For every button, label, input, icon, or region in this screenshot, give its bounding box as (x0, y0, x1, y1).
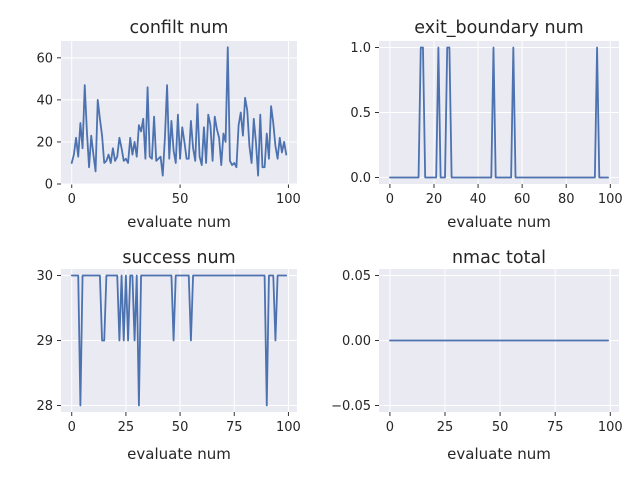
y-tick-label: 0.05 (342, 269, 371, 284)
y-tick-label: 30 (36, 269, 53, 284)
x-tick-label: 50 (172, 420, 189, 435)
y-tick-label: 40 (36, 93, 53, 108)
x-tick-label: 100 (598, 420, 623, 435)
x-axis-label: evaluate num (127, 213, 231, 231)
x-tick-label: 80 (558, 192, 575, 207)
x-tick-label: 0 (68, 192, 76, 207)
series-layer (70, 46, 288, 177)
x-tick-label: 0 (386, 420, 394, 435)
y-tick-label: 0.5 (350, 106, 371, 121)
y-tick-label: 1.0 (350, 41, 371, 56)
x-tick-label: 100 (598, 192, 623, 207)
y-tick-label: 0 (45, 178, 53, 193)
axis-ticks: 0 20 40 60 80 100 0.0 0.5 1.0 (350, 41, 623, 207)
x-tick-label: 100 (276, 192, 301, 207)
series-line (70, 274, 288, 407)
series-layer (70, 274, 288, 407)
chart-title: nmac total (452, 248, 546, 268)
chart-title: confilt num (130, 18, 229, 38)
y-tick-label: 28 (36, 399, 53, 414)
x-axis-label: evaluate num (447, 213, 551, 231)
series-layer (389, 46, 609, 179)
x-tick-label: 75 (547, 420, 564, 435)
subplot-success-num: success num evaluate num 0 25 50 75 100 28 29 3… (36, 248, 300, 463)
x-axis-label: evaluate num (447, 445, 551, 463)
x-tick-label: 60 (514, 192, 531, 207)
y-tick-label: 0.0 (350, 171, 371, 186)
x-tick-label: 25 (437, 420, 454, 435)
y-tick-label: −0.05 (331, 399, 371, 414)
x-axis-label: evaluate num (127, 445, 231, 463)
y-tick-label: 20 (36, 135, 53, 150)
x-tick-label: 0 (386, 192, 394, 207)
y-tick-label: 60 (36, 51, 53, 66)
x-tick-label: 50 (172, 192, 189, 207)
y-tick-label: 0.00 (342, 334, 371, 349)
x-tick-label: 20 (426, 192, 443, 207)
series-line (70, 46, 288, 177)
x-tick-label: 0 (68, 420, 76, 435)
x-tick-label: 100 (276, 420, 301, 435)
x-tick-label: 50 (492, 420, 509, 435)
y-tick-label: 29 (36, 334, 53, 349)
chart-title: success num (122, 248, 235, 268)
subplot-nmac-total: nmac total evaluate num 0 25 50 75 100 −0.05 0… (331, 248, 623, 463)
x-tick-label: 75 (226, 420, 243, 435)
subplot-exit-boundary-num: exit_boundary num evaluate num 0 20 40 60 80… (350, 18, 622, 231)
series-line (389, 46, 609, 179)
chart-title: exit_boundary num (414, 18, 583, 38)
x-tick-label: 25 (118, 420, 135, 435)
x-tick-label: 40 (470, 192, 487, 207)
subplot-confilt-num: confilt num evaluate num 0 50 100 0 20 40 60 (36, 18, 300, 231)
axis-ticks: 0 50 100 0 20 40 60 (36, 41, 301, 207)
